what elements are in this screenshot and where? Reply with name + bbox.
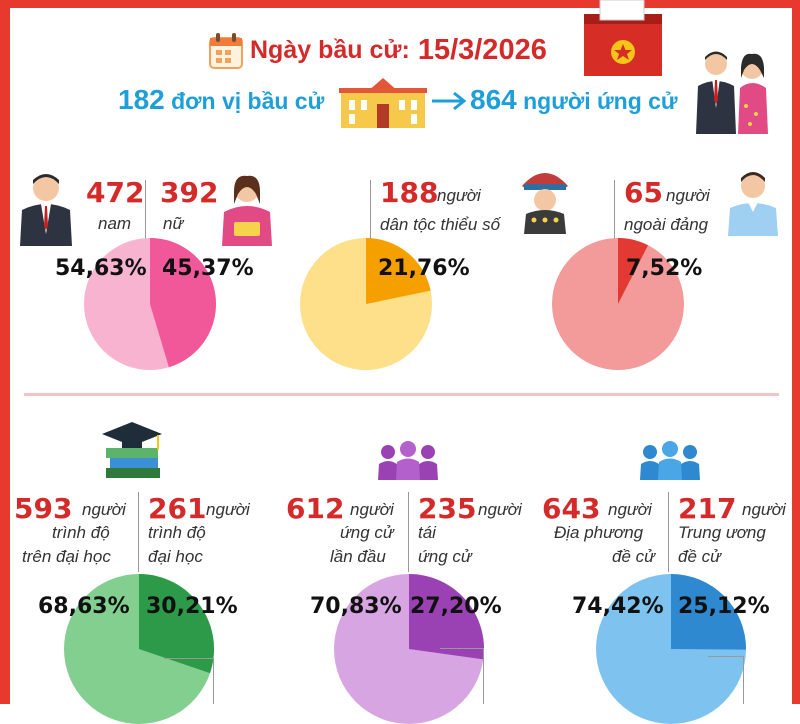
ethnic-count: 188: [380, 176, 439, 209]
government-building-icon: [339, 78, 427, 128]
ethnic-divider-line: [370, 180, 371, 240]
male-candidate-icon: [20, 174, 72, 246]
male-count: 472: [86, 176, 145, 209]
frame-right-border: [792, 0, 800, 704]
local-percent: 74,42%: [572, 594, 664, 619]
nomination-pie-chart: [596, 574, 746, 724]
nonparty-divider-line: [614, 180, 615, 240]
nonparty-count: 65: [624, 176, 663, 209]
postgrad-count: 593: [14, 492, 73, 525]
units-label: đơn vị bầu cử: [171, 88, 325, 114]
candidates-count: 864: [470, 84, 517, 115]
election-date-label: Ngày bầu cử:: [250, 35, 410, 64]
nomination-divider-line: [668, 492, 669, 572]
graduate-percent: 30,21%: [146, 594, 238, 619]
firsttime-count: 612: [286, 492, 345, 525]
education-divider-line: [138, 492, 139, 572]
central-desc-line2: đề cử: [678, 547, 721, 566]
candidates-label: người ứng cử: [523, 88, 678, 114]
ethnic-unit: người: [437, 186, 481, 205]
ballot-box-icon: [584, 0, 662, 76]
electoral-units: 182 đơn vị bầu cử: [118, 84, 324, 116]
firsttime-percent: 70,83%: [310, 594, 402, 619]
rerunning-unit: người: [478, 500, 522, 519]
candidacy-pie-chart: [334, 574, 484, 724]
local-count: 643: [542, 492, 601, 525]
rerunning-percent: 27,20%: [410, 594, 502, 619]
gender-pie-chart: [84, 238, 216, 370]
ethnic-percent: 21,76%: [378, 256, 470, 281]
election-date-value: 15/3/2026: [417, 33, 547, 66]
nonparty-pie-chart: [552, 238, 684, 370]
education-leader-line-v: [213, 658, 214, 704]
postgrad-unit: người: [82, 500, 126, 519]
education-leader-line-h: [164, 658, 214, 659]
female-slice: [150, 238, 216, 368]
section-divider: [24, 393, 779, 396]
nonparty-percent: 7,52%: [626, 256, 703, 281]
calendar-icon: [209, 33, 243, 69]
central-unit: người: [742, 500, 786, 519]
local-unit: người: [608, 500, 652, 519]
ethnic-minority-person-icon: [522, 173, 568, 234]
graduate-count: 261: [148, 492, 207, 525]
central-percent: 25,12%: [678, 594, 770, 619]
nomination-leader-line-v: [743, 656, 744, 704]
male-percent: 54,63%: [55, 256, 147, 281]
non-party-person-icon: [728, 172, 778, 236]
rerunning-slice: [409, 574, 484, 660]
nonparty-description: ngoài đảng: [624, 215, 709, 234]
graduate-desc-line1: trình độ: [148, 523, 206, 542]
firsttime-desc-line1: ứng cử: [340, 523, 394, 542]
candidates-couple-icon: [696, 51, 768, 134]
graduate-desc-line2: đại học: [148, 547, 203, 566]
candidacy-leader-line-v: [483, 648, 484, 704]
postgrad-percent: 68,63%: [38, 594, 130, 619]
firsttime-desc-line2: lần đầu: [330, 547, 386, 566]
gender-divider-line: [145, 180, 146, 240]
postgrad-desc-line2: trên đại học: [22, 547, 111, 566]
rerunning-desc-line2: ứng cử: [418, 547, 472, 566]
ethnic-pie-chart: [300, 238, 432, 370]
rerunning-desc-line1: tái: [418, 523, 436, 542]
frame-top-border: [0, 0, 800, 8]
firsttime-unit: người: [350, 500, 394, 519]
arrow-right-icon: [432, 91, 467, 111]
graduation-cap-books-icon: [102, 422, 162, 478]
central-count: 217: [678, 492, 737, 525]
local-desc-line1: Địa phương: [554, 523, 644, 542]
people-group-icon: [640, 441, 700, 480]
education-pie-chart: [64, 574, 214, 724]
graduate-slice: [139, 574, 214, 674]
female-unit: nữ: [163, 214, 184, 233]
ethnic-description: dân tộc thiểu số: [380, 215, 501, 234]
local-desc-line2: đề cử: [612, 547, 655, 566]
total-candidates: 864 người ứng cử: [470, 84, 678, 116]
central-slice: [671, 574, 746, 650]
female-count: 392: [160, 176, 219, 209]
ethnic-minority-slice: [366, 238, 431, 304]
nonparty-unit: người: [666, 186, 710, 205]
frame-left-border: [0, 0, 10, 704]
female-percent: 45,37%: [162, 256, 254, 281]
male-unit: nam: [98, 214, 132, 233]
election-date: Ngày bầu cử: 15/3/2026: [250, 28, 547, 72]
candidacy-divider-line: [408, 492, 409, 572]
non-party-slice: [618, 238, 649, 304]
female-candidate-icon: [222, 175, 272, 246]
central-desc-line1: Trung ương: [678, 523, 766, 542]
people-group-icon: [378, 441, 438, 480]
candidacy-leader-line-h: [440, 648, 484, 649]
postgrad-desc-line1: trình độ: [52, 523, 110, 542]
nomination-leader-line-h: [708, 656, 744, 657]
graduate-unit: người: [206, 500, 250, 519]
rerunning-count: 235: [418, 492, 477, 525]
units-count: 182: [118, 84, 165, 115]
